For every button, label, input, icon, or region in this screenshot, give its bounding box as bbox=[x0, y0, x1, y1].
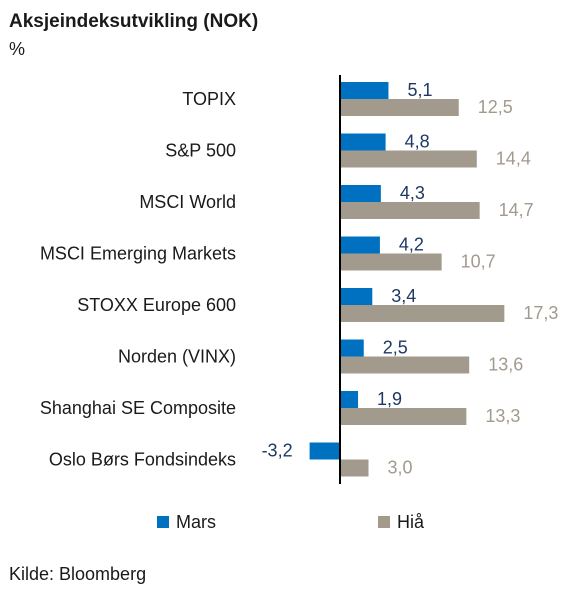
data-label: 17,3 bbox=[523, 303, 558, 323]
data-label: 4,2 bbox=[399, 235, 424, 255]
category-label: TOPIX bbox=[182, 89, 236, 109]
category-label: MSCI Emerging Markets bbox=[40, 244, 236, 264]
source-note: Kilde: Bloomberg bbox=[9, 564, 146, 584]
category-label: Shanghai SE Composite bbox=[40, 398, 236, 418]
category-label: S&P 500 bbox=[165, 141, 236, 161]
data-label: 13,6 bbox=[488, 355, 523, 375]
legend-swatch bbox=[157, 516, 169, 528]
data-label: 10,7 bbox=[461, 252, 496, 272]
bar-mars bbox=[340, 236, 380, 254]
data-label: 3,4 bbox=[391, 286, 416, 306]
bar-mars bbox=[340, 185, 381, 202]
data-label: 4,8 bbox=[405, 132, 430, 152]
bar-hia bbox=[340, 356, 470, 374]
unit-label: % bbox=[9, 39, 25, 59]
category-label: MSCI World bbox=[139, 192, 236, 212]
category-label: STOXX Europe 600 bbox=[77, 295, 236, 315]
data-label: 3,0 bbox=[388, 458, 413, 478]
data-label: 13,3 bbox=[485, 406, 520, 426]
legend-label: Hiå bbox=[397, 512, 425, 532]
bar-hia bbox=[340, 408, 467, 425]
bar-hia bbox=[340, 202, 480, 219]
data-label: 1,9 bbox=[377, 389, 402, 409]
data-label: 5,1 bbox=[407, 80, 432, 100]
bar-mars bbox=[340, 133, 386, 151]
bar-hia bbox=[340, 253, 442, 271]
data-label: 4,3 bbox=[400, 183, 425, 203]
bar-mars bbox=[340, 82, 389, 99]
data-label: -3,2 bbox=[262, 441, 293, 461]
data-label: 12,5 bbox=[478, 97, 513, 117]
data-label: 2,5 bbox=[383, 338, 408, 358]
data-label: 14,4 bbox=[496, 149, 531, 169]
legend-swatch bbox=[378, 516, 390, 528]
bar-mars bbox=[309, 442, 340, 460]
chart-title: Aksjeindeksutvikling (NOK) bbox=[9, 11, 258, 32]
bar-hia bbox=[340, 150, 477, 168]
bar-mars bbox=[340, 391, 359, 408]
bar-hia bbox=[340, 305, 505, 322]
category-label: Oslo Børs Fondsindeks bbox=[49, 450, 236, 470]
bar-mars bbox=[340, 339, 364, 357]
bars-group: TOPIX 5,1 12,5 S&P 500 4,8 14,4 MSCI World 4,3 1… bbox=[40, 80, 559, 478]
bar-mars bbox=[340, 288, 373, 305]
legend-label: Mars bbox=[176, 512, 216, 532]
bar-hia bbox=[340, 459, 369, 477]
data-label: 14,7 bbox=[499, 200, 534, 220]
legend: Mars Hiå bbox=[157, 512, 425, 532]
bar-hia bbox=[340, 99, 459, 116]
category-label: Norden (VINX) bbox=[118, 347, 236, 367]
